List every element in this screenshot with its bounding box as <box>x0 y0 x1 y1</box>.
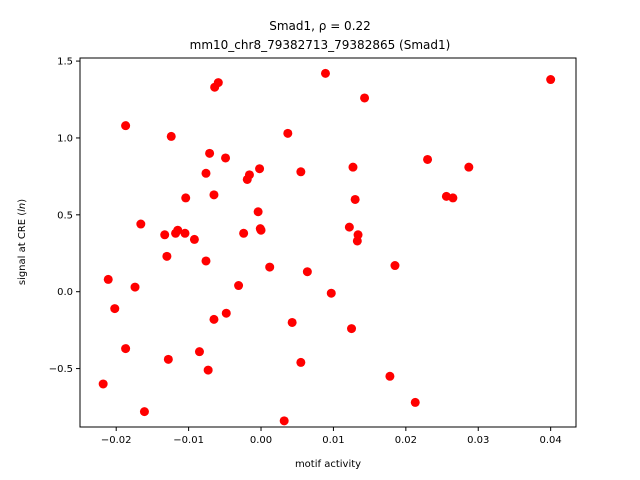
data-point-25 <box>344 222 354 232</box>
data-point-27 <box>256 225 266 235</box>
data-point-6 <box>166 131 176 141</box>
data-point-46 <box>221 308 231 318</box>
data-point-38 <box>390 261 400 271</box>
data-point-52 <box>163 354 173 364</box>
x-axis-label: motif activity <box>295 459 361 470</box>
y-tick-label: 1.5 <box>57 57 73 68</box>
data-point-43 <box>130 282 140 292</box>
data-point-53 <box>296 357 306 367</box>
x-tick-label: 0.01 <box>322 435 344 446</box>
data-point-10 <box>423 154 433 164</box>
data-point-21 <box>448 193 458 203</box>
data-point-49 <box>347 324 357 334</box>
data-point-29 <box>171 228 181 238</box>
data-points <box>98 68 556 426</box>
y-tick-label: 1.0 <box>57 133 73 144</box>
data-point-17 <box>242 174 252 184</box>
data-point-11 <box>464 162 474 172</box>
data-point-51 <box>194 347 204 357</box>
data-point-19 <box>181 193 191 203</box>
data-point-57 <box>410 397 420 407</box>
data-point-54 <box>203 365 213 375</box>
data-point-35 <box>352 236 362 246</box>
data-point-0 <box>546 75 556 85</box>
x-tick-label: 0.02 <box>395 435 417 446</box>
chart-title-line1: Smad1, ρ = 0.22 <box>269 19 371 33</box>
data-point-39 <box>265 262 275 272</box>
data-point-40 <box>302 267 312 277</box>
y-tick-label: 0.0 <box>57 287 73 298</box>
data-point-15 <box>201 168 211 178</box>
data-point-1 <box>320 68 330 78</box>
y-axis-ticks: −0.5 0.0 0.5 1.0 1.5 <box>49 57 80 375</box>
data-point-2 <box>360 93 370 103</box>
data-point-41 <box>103 274 113 284</box>
data-point-45 <box>110 304 120 314</box>
y-tick-label: −0.5 <box>49 364 73 375</box>
x-tick-label: 0.04 <box>540 435 562 446</box>
data-point-59 <box>279 416 289 426</box>
data-point-44 <box>326 288 336 298</box>
data-point-47 <box>209 314 219 324</box>
data-point-31 <box>239 228 249 238</box>
chart-title-line2: mm10_chr8_79382713_79382865 (Smad1) <box>190 38 451 52</box>
data-point-48 <box>287 317 297 327</box>
data-point-36 <box>162 251 172 261</box>
data-point-7 <box>283 128 293 138</box>
x-axis-ticks: −0.02 −0.01 0.00 0.01 0.02 0.03 0.04 <box>101 427 562 446</box>
data-point-24 <box>136 219 146 229</box>
x-tick-label: −0.01 <box>173 435 204 446</box>
data-point-23 <box>253 207 263 217</box>
data-point-32 <box>160 230 170 240</box>
data-point-50 <box>121 344 131 354</box>
data-point-13 <box>255 164 265 174</box>
data-point-30 <box>180 228 190 238</box>
data-point-18 <box>209 190 219 200</box>
y-axis-label: signal at CRE (ln) <box>17 199 28 285</box>
y-tick-label: 0.5 <box>57 210 73 221</box>
data-point-9 <box>221 153 231 163</box>
data-point-8 <box>205 148 215 158</box>
data-point-4 <box>210 82 220 92</box>
data-point-22 <box>350 194 360 204</box>
x-tick-label: −0.02 <box>101 435 132 446</box>
data-point-42 <box>234 281 244 291</box>
x-tick-label: 0.03 <box>467 435 489 446</box>
data-point-12 <box>348 162 358 172</box>
data-point-14 <box>296 167 306 177</box>
plot-area-frame <box>79 57 577 428</box>
data-point-37 <box>201 256 211 266</box>
data-point-56 <box>98 379 108 389</box>
data-point-34 <box>189 234 199 244</box>
data-point-5 <box>121 121 131 131</box>
x-tick-label: 0.00 <box>250 435 272 446</box>
data-point-58 <box>139 407 149 417</box>
data-point-55 <box>385 371 395 381</box>
